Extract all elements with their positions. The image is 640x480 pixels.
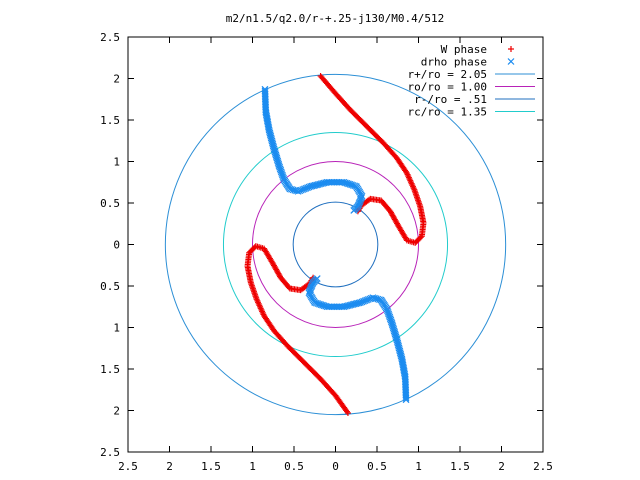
- y-tick-label: 2: [113, 405, 120, 418]
- x-tick-label: 1.5: [450, 460, 470, 473]
- circle-0: [164, 73, 507, 416]
- y-tick-label: 0.5: [100, 280, 120, 293]
- drho-phase-point: [313, 275, 321, 282]
- phase-markers: [244, 73, 427, 416]
- drho-phase-point: [350, 207, 358, 214]
- x-tick-label: 2.5: [118, 460, 138, 473]
- y-tick-label: 0: [113, 239, 120, 252]
- y-tick-label: 2.5: [100, 31, 120, 44]
- x-tick-label: 0.5: [367, 460, 387, 473]
- y-tick-label: 1.5: [100, 114, 120, 127]
- x-tick-label: 1.5: [201, 460, 221, 473]
- y-tick-label: 1.5: [100, 363, 120, 376]
- x-tick-label: 2.5: [533, 460, 553, 473]
- x-tick-label: 2: [498, 460, 505, 473]
- x-tick-label: 0: [332, 460, 339, 473]
- y-tick-label: 1: [113, 322, 120, 335]
- x-tick-label: 1: [249, 460, 256, 473]
- y-tick-label: 0.5: [100, 197, 120, 210]
- y-tick-label: 2: [113, 73, 120, 86]
- radius-circles: [164, 73, 507, 416]
- legend-label: drho phase: [421, 56, 487, 69]
- w-phase-point: [508, 46, 514, 52]
- legend-label: rc/ro = 1.35: [408, 106, 487, 119]
- y-tick-label: 2.5: [100, 446, 120, 459]
- x-tick-label: 1: [415, 460, 422, 473]
- legend-label: W phase: [441, 43, 487, 56]
- x-tick-label: 2: [166, 460, 173, 473]
- legend-label: r-/ro = .51: [414, 93, 487, 106]
- legend-label: ro/ro = 1.00: [408, 81, 487, 94]
- circle-1: [252, 161, 419, 328]
- circle-3: [222, 131, 449, 358]
- chart-title: m2/n1.5/q2.0/r-+.25-j130/M0.4/512: [226, 12, 445, 25]
- x-tick-label: 0.5: [284, 460, 304, 473]
- circle-2: [292, 201, 379, 288]
- y-tick-label: 1: [113, 156, 120, 169]
- legend-label: r+/ro = 2.05: [408, 68, 487, 81]
- axis-ticks: 2.5 2 1.5 1 0.5 0 0.5 1 1.5 2 2.52.521.510.500.511…: [100, 31, 553, 473]
- drho-phase-point: [507, 58, 515, 65]
